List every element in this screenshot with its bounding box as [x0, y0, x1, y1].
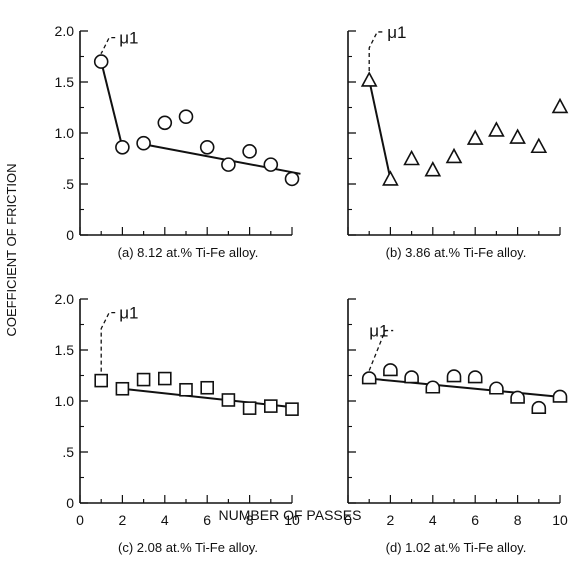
panel-caption: (d) 1.02 at.% Ti-Fe alloy. [386, 540, 527, 555]
trend-line [143, 143, 301, 175]
panel-caption: (b) 3.86 at.% Ti-Fe alloy. [386, 245, 527, 260]
trend-line [122, 387, 293, 409]
data-point-circle [93, 54, 109, 69]
data-point-square [158, 371, 172, 386]
data-point-circle [263, 157, 279, 172]
data-point-triangle [445, 147, 463, 164]
x-tick-label: 8 [246, 512, 254, 528]
data-point-triangle [466, 129, 484, 145]
mu1-label: μ1 [119, 29, 138, 48]
data-point-square [242, 401, 257, 415]
x-axis-label: NUMBER OF PASSES [219, 507, 362, 523]
data-point-triangle [551, 97, 569, 114]
data-point-square [179, 382, 193, 397]
panel-b: μ1 (b) 3.86 at.% Ti-Fe alloy. [347, 23, 569, 260]
panels: 0 .5 1.0 1.5 2.0 μ1 (a) 8.12 at.% Ti-Fe alloy.… [55, 23, 569, 555]
x-tick-label: 4 [161, 512, 169, 528]
trend-line [369, 377, 561, 398]
data-point-triangle [360, 71, 378, 87]
y-tick-label: 2.0 [55, 291, 75, 307]
y-axis-label: COEFFICIENT OF FRICTION [4, 163, 19, 336]
mu1-label: μ1 [119, 304, 138, 323]
data-point-semicircle [467, 370, 483, 384]
y-tick-label: 2.0 [55, 23, 75, 39]
x-tick-label: 4 [429, 512, 437, 528]
x-tick-label: 10 [552, 512, 568, 528]
data-point-semicircle [552, 389, 568, 403]
y-tick-label: 1.0 [55, 125, 75, 141]
data-point-circle [115, 139, 130, 155]
x-tick-label: 10 [284, 512, 300, 528]
data-point-semicircle [446, 369, 462, 383]
data-point-square [221, 393, 236, 407]
data-point-square [285, 402, 299, 416]
data-point-semicircle [531, 400, 547, 414]
data-point-square [115, 381, 130, 396]
data-point-square [263, 399, 278, 413]
x-tick-label: 2 [387, 512, 395, 528]
panel-d: 0 2 4 6 8 10 μ1 (d) 1.02 at.% Ti-Fe alloy. [344, 298, 568, 555]
data-point-semicircle [425, 380, 441, 394]
data-point-circle [199, 139, 215, 155]
y-tick-label: .5 [62, 444, 74, 460]
panel-c: 0 .5 1.0 1.5 2.0 0 2 4 6 8 10 μ1 (c) 2.08 at.% Ti-Fe… [55, 291, 300, 555]
data-point-circle [157, 115, 173, 131]
data-point-square [136, 372, 151, 387]
x-tick-label: 6 [203, 512, 211, 528]
panel-a: 0 .5 1.0 1.5 2.0 μ1 (a) 8.12 at.% Ti-Fe alloy. [55, 23, 301, 260]
data-point-square [200, 380, 214, 395]
data-point-circle [178, 109, 194, 124]
x-tick-label: 0 [76, 512, 84, 528]
mu1-leader-line [368, 329, 394, 371]
data-point-square [94, 373, 108, 388]
y-tick-label: 1.5 [55, 342, 75, 358]
data-point-semicircle [489, 381, 504, 395]
data-point-triangle [382, 170, 399, 186]
mu1-label: μ1 [387, 23, 406, 42]
x-tick-label: 6 [471, 512, 479, 528]
data-point-circle [136, 135, 151, 151]
data-point-semicircle [383, 363, 398, 377]
data-point-semicircle [510, 390, 525, 404]
data-point-semicircle [361, 371, 377, 385]
break-in-line [100, 61, 124, 148]
mu1-label: μ1 [369, 322, 388, 341]
data-point-semicircle [404, 370, 419, 384]
mu1-leader-line [100, 36, 116, 54]
data-point-triangle [424, 161, 442, 177]
break-in-line [368, 79, 392, 180]
y-tick-label: 0 [66, 227, 74, 243]
x-tick-label: 8 [514, 512, 522, 528]
y-tick-label: 1.0 [55, 393, 75, 409]
y-tick-label: 0 [66, 495, 74, 511]
data-point-triangle [403, 149, 420, 166]
x-tick-label: 0 [344, 512, 352, 528]
y-tick-label: 1.5 [55, 74, 75, 90]
data-point-circle [242, 144, 257, 159]
x-tick-label: 2 [119, 512, 127, 528]
data-point-triangle [509, 128, 526, 144]
panel-caption: (c) 2.08 at.% Ti-Fe alloy. [118, 540, 258, 555]
data-point-triangle [488, 121, 505, 137]
mu1-leader-line [100, 311, 116, 372]
y-tick-label: .5 [62, 176, 74, 192]
mu1-leader-line [368, 31, 384, 71]
data-point-triangle [530, 137, 548, 154]
panel-caption: (a) 8.12 at.% Ti-Fe alloy. [118, 245, 259, 260]
data-point-circle [284, 171, 300, 187]
data-point-circle [221, 157, 236, 172]
